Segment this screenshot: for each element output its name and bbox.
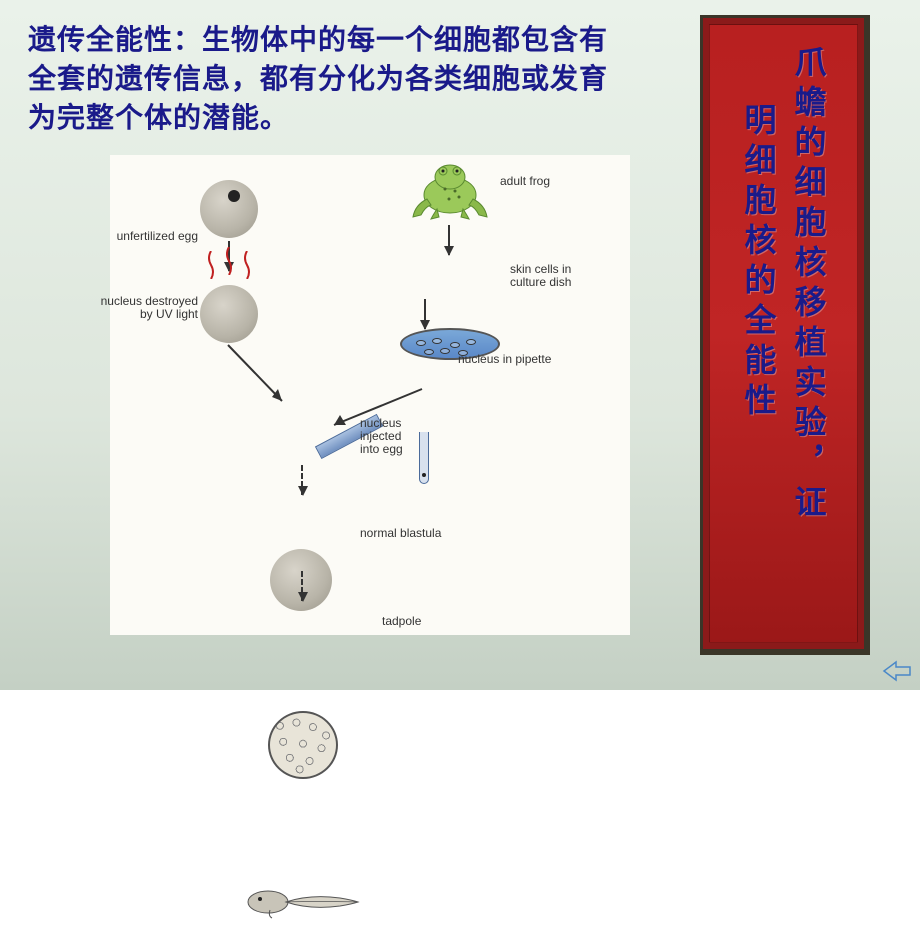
definition-text: 遗传全能性：生物体中的每一个细胞都包含有全套的遗传信息，都有分化为各类细胞或发育…	[28, 20, 618, 138]
blastula-shape	[268, 711, 338, 779]
arrow-frog-to-dish	[448, 225, 450, 255]
skin-cells-label: skin cells in culture dish	[510, 263, 571, 289]
nucleus-destroyed-label: nucleus destroyed by UV light	[100, 295, 198, 321]
sidebar-column-left: 明细胞核的全能性	[736, 45, 782, 622]
sidebar-inner: 明细胞核的全能性 爪蟾的细胞核移植实验，证	[709, 24, 858, 643]
unfertilized-egg-shape	[200, 180, 258, 238]
adult-frog-label: adult frog	[500, 175, 550, 188]
arrow-blastula-to-tadpole	[301, 571, 303, 601]
arrow-egg-to-blastula	[301, 465, 303, 495]
nucleus-pipette-label: nucleus in pipette	[458, 353, 551, 366]
back-arrow-button[interactable]	[882, 660, 912, 682]
unfertilized-egg-label: unfertilized egg	[108, 230, 198, 243]
tadpole-shape	[240, 884, 360, 920]
pipette-shape	[419, 432, 429, 484]
tadpole-label: tadpole	[382, 615, 421, 628]
blastula-label: normal blastula	[360, 527, 441, 540]
enucleated-egg-shape	[200, 285, 258, 343]
arrow-converge-left	[220, 343, 300, 413]
title-sidebar: 明细胞核的全能性 爪蟾的细胞核移植实验，证	[700, 15, 870, 655]
adult-frog-shape	[405, 157, 495, 222]
nuclear-transfer-diagram: unfertilized egg nucleus destroyed by UV…	[110, 155, 630, 635]
arrow-dish-to-pipette	[424, 299, 426, 329]
nucleus-injected-label: nucleus injected into egg	[360, 417, 403, 457]
sidebar-column-right: 爪蟾的细胞核移植实验，证	[786, 45, 832, 622]
